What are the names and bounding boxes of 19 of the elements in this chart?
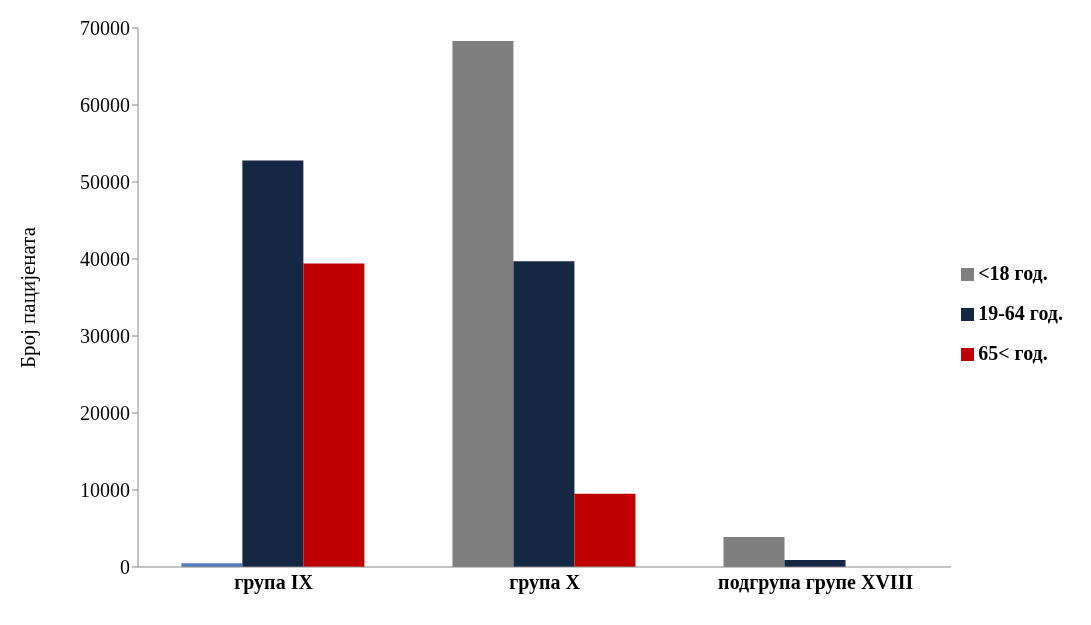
y-axis-title: Број пацијената [16, 226, 41, 369]
y-tick-label: 40000 [80, 248, 130, 271]
y-tick-label: 0 [120, 556, 130, 579]
y-tick-label: 70000 [80, 17, 130, 40]
legend-label: 65< год. [978, 341, 1048, 364]
bar [574, 493, 636, 567]
bar [303, 263, 365, 567]
bar [242, 160, 304, 567]
y-tick-label: 10000 [80, 479, 130, 502]
legend-label: 19-64 год. [978, 301, 1063, 324]
y-tick-label: 60000 [80, 94, 130, 117]
y-tick-label: 30000 [80, 325, 130, 348]
x-tick-label: група X [509, 571, 581, 595]
y-tick-label: 50000 [80, 171, 130, 194]
x-tick-label: подгрупа групе XVIII [718, 571, 914, 595]
bar [513, 261, 575, 567]
legend-label: <18 год. [978, 261, 1048, 284]
y-tick-label: 20000 [80, 402, 130, 425]
x-tick-label: група IX [234, 571, 314, 595]
